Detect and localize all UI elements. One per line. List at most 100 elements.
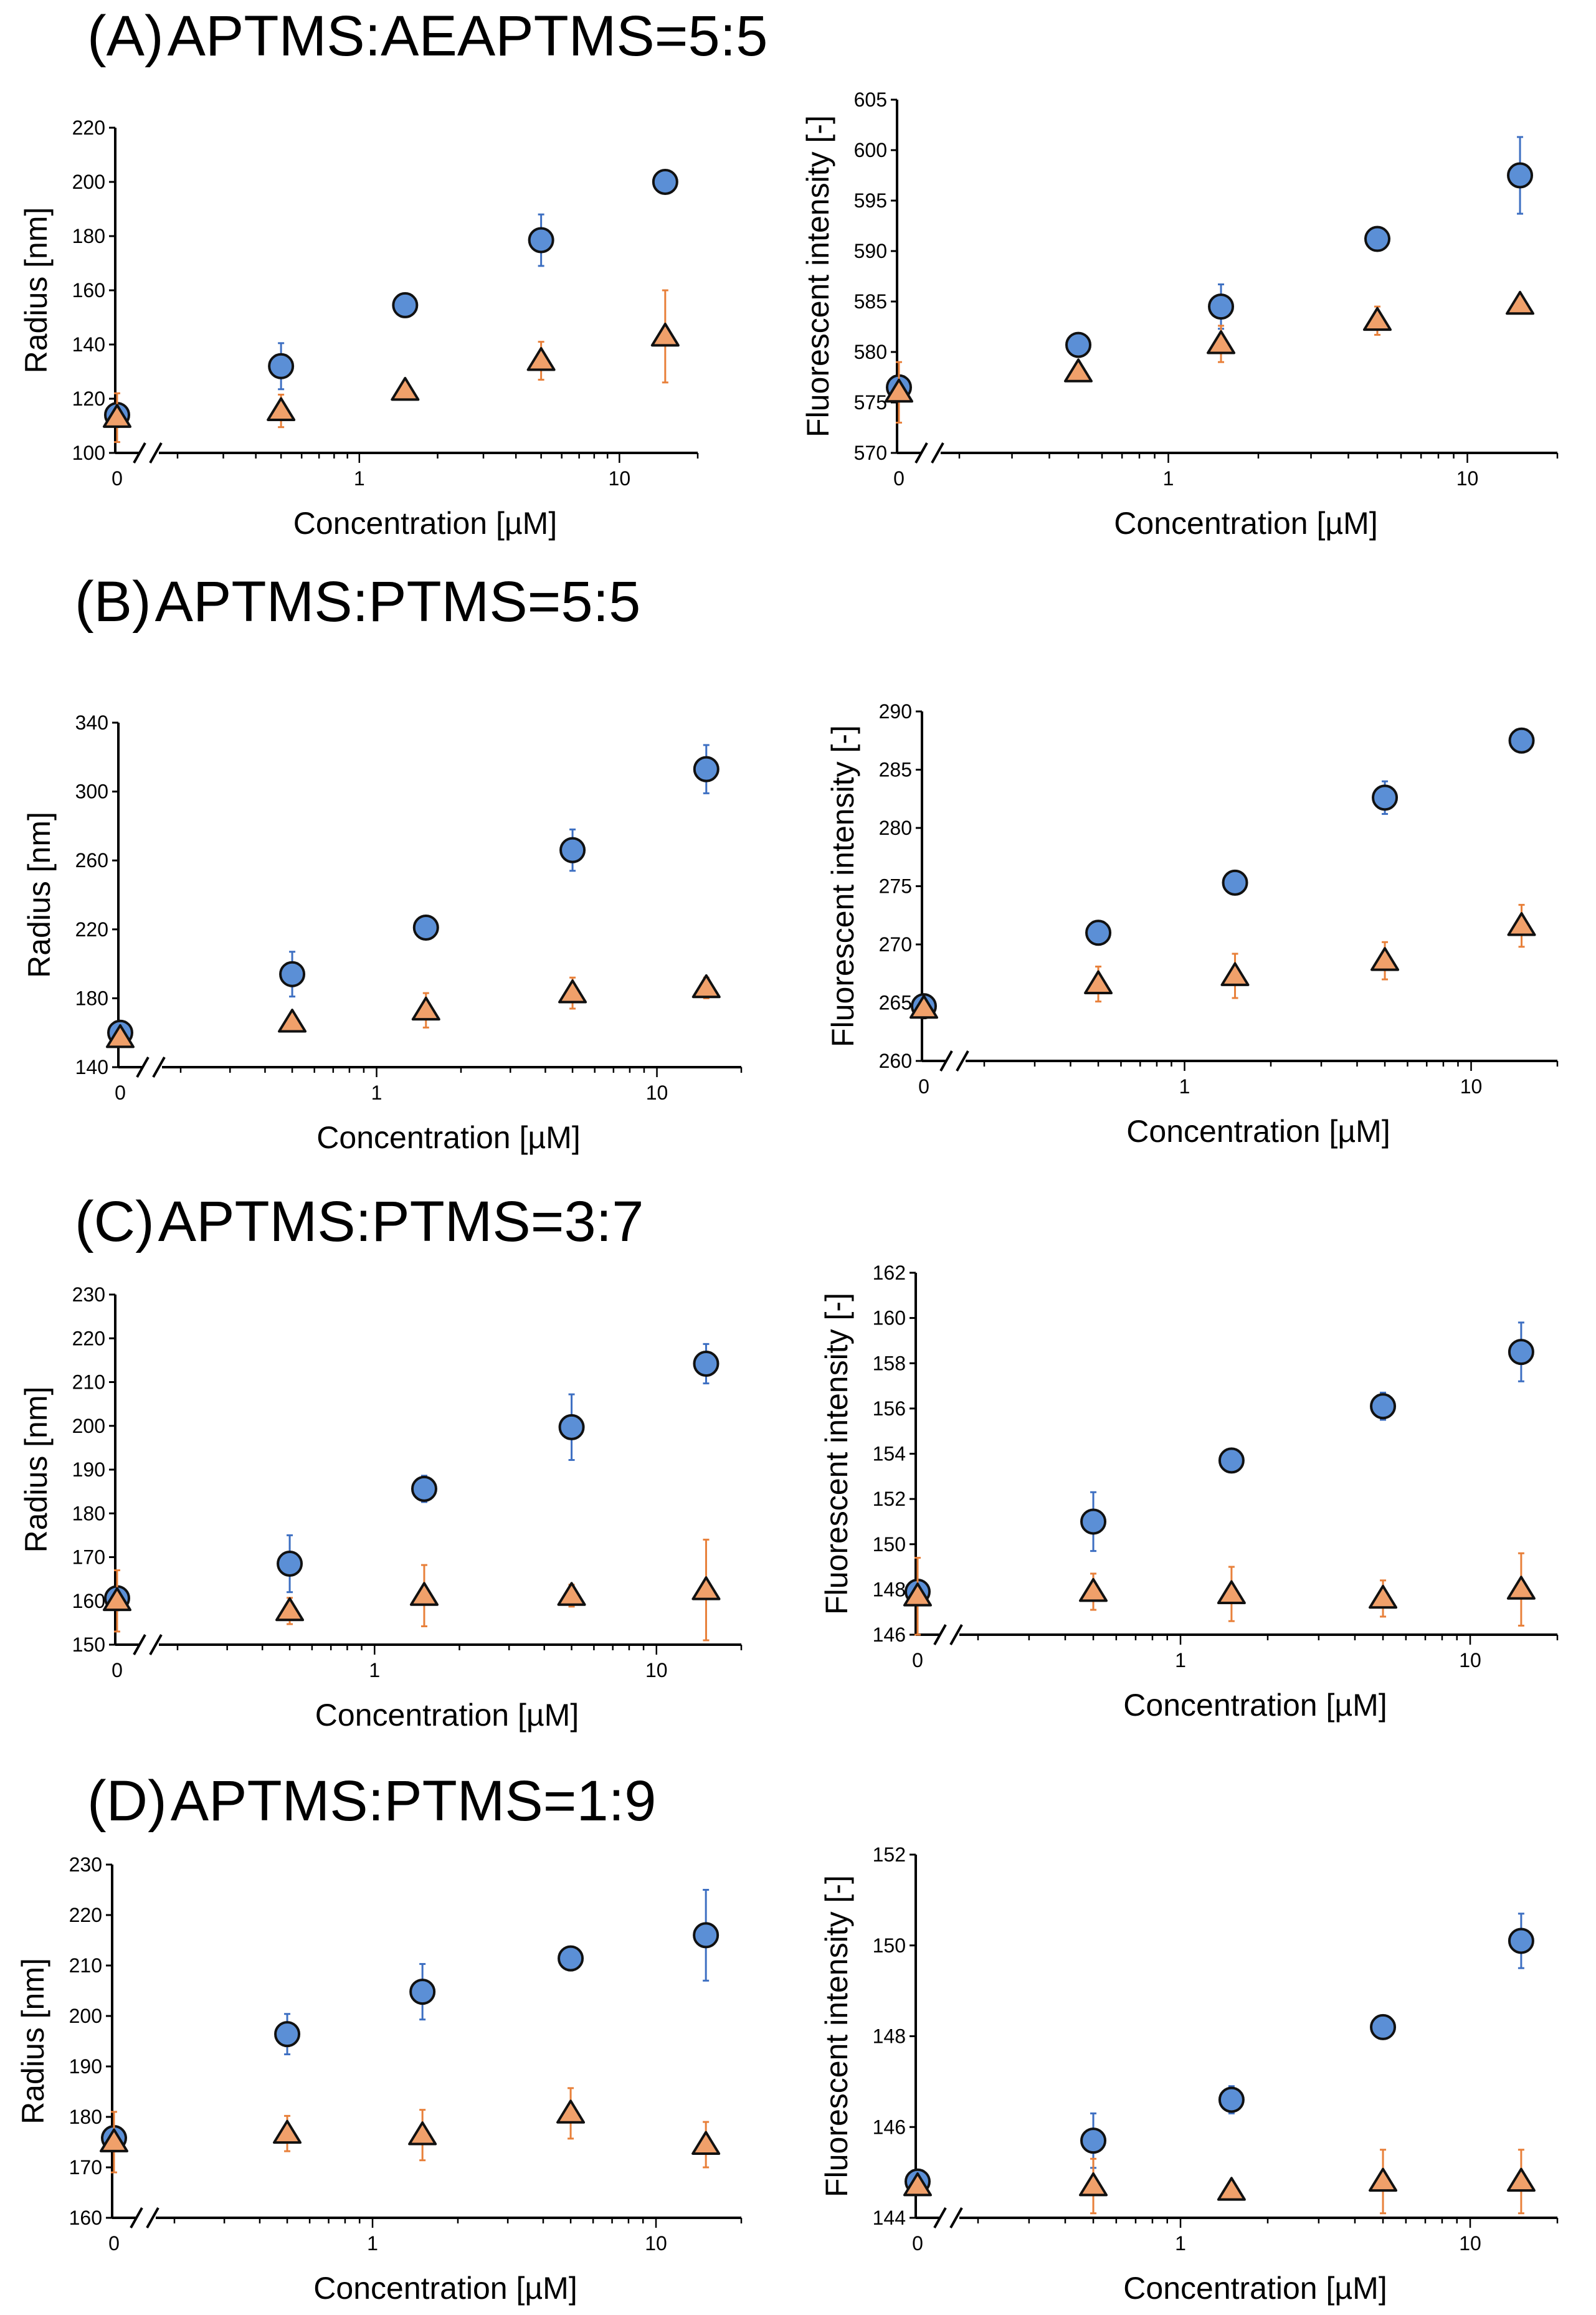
triangle-point: [1369, 1584, 1398, 1609]
y-tick-label: 600: [854, 139, 887, 161]
circle-point: [1222, 869, 1248, 896]
y-tick-label: 170: [69, 2156, 102, 2179]
triangle-point: [106, 1024, 135, 1048]
circle-point: [1080, 2127, 1107, 2154]
circle-point: [1218, 1447, 1245, 1474]
y-tick-label: 152: [873, 1488, 906, 1510]
panel-title-a: (A)APTMS:AEAPTMS=5:5: [87, 7, 767, 65]
y-tick-label: 140: [75, 1056, 108, 1078]
triangle-point: [1079, 2172, 1108, 2197]
y-axis-title: Radius [nm]: [19, 207, 54, 374]
axis-break-mark: [914, 442, 928, 463]
y-tick-label: 285: [879, 759, 912, 781]
circle-point: [652, 169, 678, 195]
y-tick-label: 270: [879, 933, 912, 956]
y-tick-label: 290: [879, 700, 912, 723]
circle-point: [559, 837, 586, 863]
triangle-point: [903, 2172, 932, 2197]
circle-point: [693, 756, 720, 782]
y-tick-label: 144: [873, 2207, 906, 2229]
y-tick-label: 340: [75, 711, 108, 734]
circle-point: [1508, 1339, 1534, 1366]
y-tick-label: 146: [873, 1623, 906, 1646]
triangle-point: [1506, 290, 1535, 315]
x-axis-title: Concentration [µM]: [316, 1120, 580, 1155]
circle-point: [1507, 162, 1534, 189]
y-tick-label: 180: [72, 225, 105, 247]
chart-C-radius: 150 160 170 180 190 200 210 220 230 0 1 10 Concentra…: [19, 1283, 743, 1733]
axis-break-mark: [933, 1624, 947, 1645]
triangle-point: [1369, 2167, 1398, 2192]
triangle-point: [1370, 947, 1400, 971]
circle-point: [1372, 784, 1399, 811]
y-tick-label: 154: [873, 1443, 906, 1465]
x-tick-label: 10: [645, 1659, 668, 1681]
y-tick-label: 180: [75, 987, 108, 1009]
x-tick-label: 10: [646, 1081, 668, 1104]
x-tick-label: 0: [912, 2232, 923, 2255]
x-tick-label: 1: [1179, 1075, 1190, 1098]
axis-break-mark: [136, 1057, 150, 1078]
panel-label: (C): [75, 1190, 154, 1253]
y-tick-label: 120: [72, 387, 105, 410]
y-tick-label: 140: [72, 333, 105, 356]
axis-break-mark: [949, 2207, 963, 2228]
x-tick-label: 10: [1459, 1649, 1481, 1671]
y-tick-label: 300: [75, 781, 108, 803]
circle-point: [277, 1551, 303, 1577]
y-tick-label: 180: [72, 1502, 105, 1524]
x-tick-label: 0: [112, 467, 123, 490]
y-tick-label: 156: [873, 1397, 906, 1420]
y-tick-label: 265: [879, 992, 912, 1014]
y-axis-title: Fluorescent intensity [-]: [819, 1293, 854, 1615]
triangle-point: [910, 994, 938, 1019]
y-tick-label: 190: [72, 1458, 105, 1481]
x-tick-label: 0: [893, 467, 905, 490]
y-tick-label: 210: [69, 1954, 102, 1977]
x-tick-label: 1: [367, 2232, 378, 2255]
y-tick-label: 280: [879, 817, 912, 839]
x-tick-label: 0: [918, 1075, 929, 1098]
circle-point: [1508, 727, 1535, 754]
y-axis-title: Radius [nm]: [19, 1387, 54, 1553]
y-tick-label: 275: [879, 875, 912, 898]
x-axis-title: Concentration [µM]: [313, 2271, 577, 2306]
circle-point: [409, 1979, 436, 2005]
panel-title-text: APTMS:PTMS=3:7: [158, 1190, 644, 1253]
y-tick-label: 190: [69, 2055, 102, 2078]
axis-break-mark: [956, 1050, 969, 1072]
x-tick-label: 1: [369, 1659, 380, 1681]
y-tick-label: 160: [72, 279, 105, 302]
triangle-point: [267, 397, 296, 421]
circle-point: [1085, 920, 1112, 946]
y-tick-label: 200: [72, 1415, 105, 1437]
triangle-point: [903, 1582, 932, 1607]
axis-break-mark: [133, 442, 146, 463]
circle-point: [1080, 1508, 1107, 1535]
triangle-point: [100, 2128, 128, 2152]
panel-title-text: APTMS:PTMS=1:9: [170, 1769, 657, 1833]
triangle-point: [411, 996, 440, 1021]
x-tick-label: 0: [112, 1659, 123, 1681]
triangle-point: [691, 2131, 721, 2155]
triangle-point: [1507, 912, 1536, 936]
x-axis-title: Concentration [µM]: [315, 1698, 579, 1733]
x-axis-title: Concentration [µM]: [1123, 2271, 1387, 2306]
triangle-point: [1506, 2167, 1536, 2192]
x-axis-title: Concentration [µM]: [293, 506, 557, 541]
triangle-point: [556, 2099, 586, 2124]
x-tick-label: 10: [1456, 467, 1479, 490]
y-tick-label: 150: [72, 1633, 105, 1656]
y-tick-label: 580: [854, 341, 887, 363]
y-axis-title: Radius [nm]: [16, 1958, 50, 2124]
triangle-point: [408, 2121, 437, 2146]
y-tick-label: 148: [873, 1578, 906, 1600]
axis-break-mark: [939, 1050, 953, 1072]
triangle-point: [1207, 330, 1236, 354]
axis-break-mark: [152, 1057, 166, 1078]
y-tick-label: 585: [854, 290, 887, 313]
x-tick-label: 0: [115, 1081, 126, 1104]
triangle-point: [885, 378, 913, 403]
triangle-point: [103, 404, 131, 428]
panel-label: (A): [87, 4, 164, 68]
